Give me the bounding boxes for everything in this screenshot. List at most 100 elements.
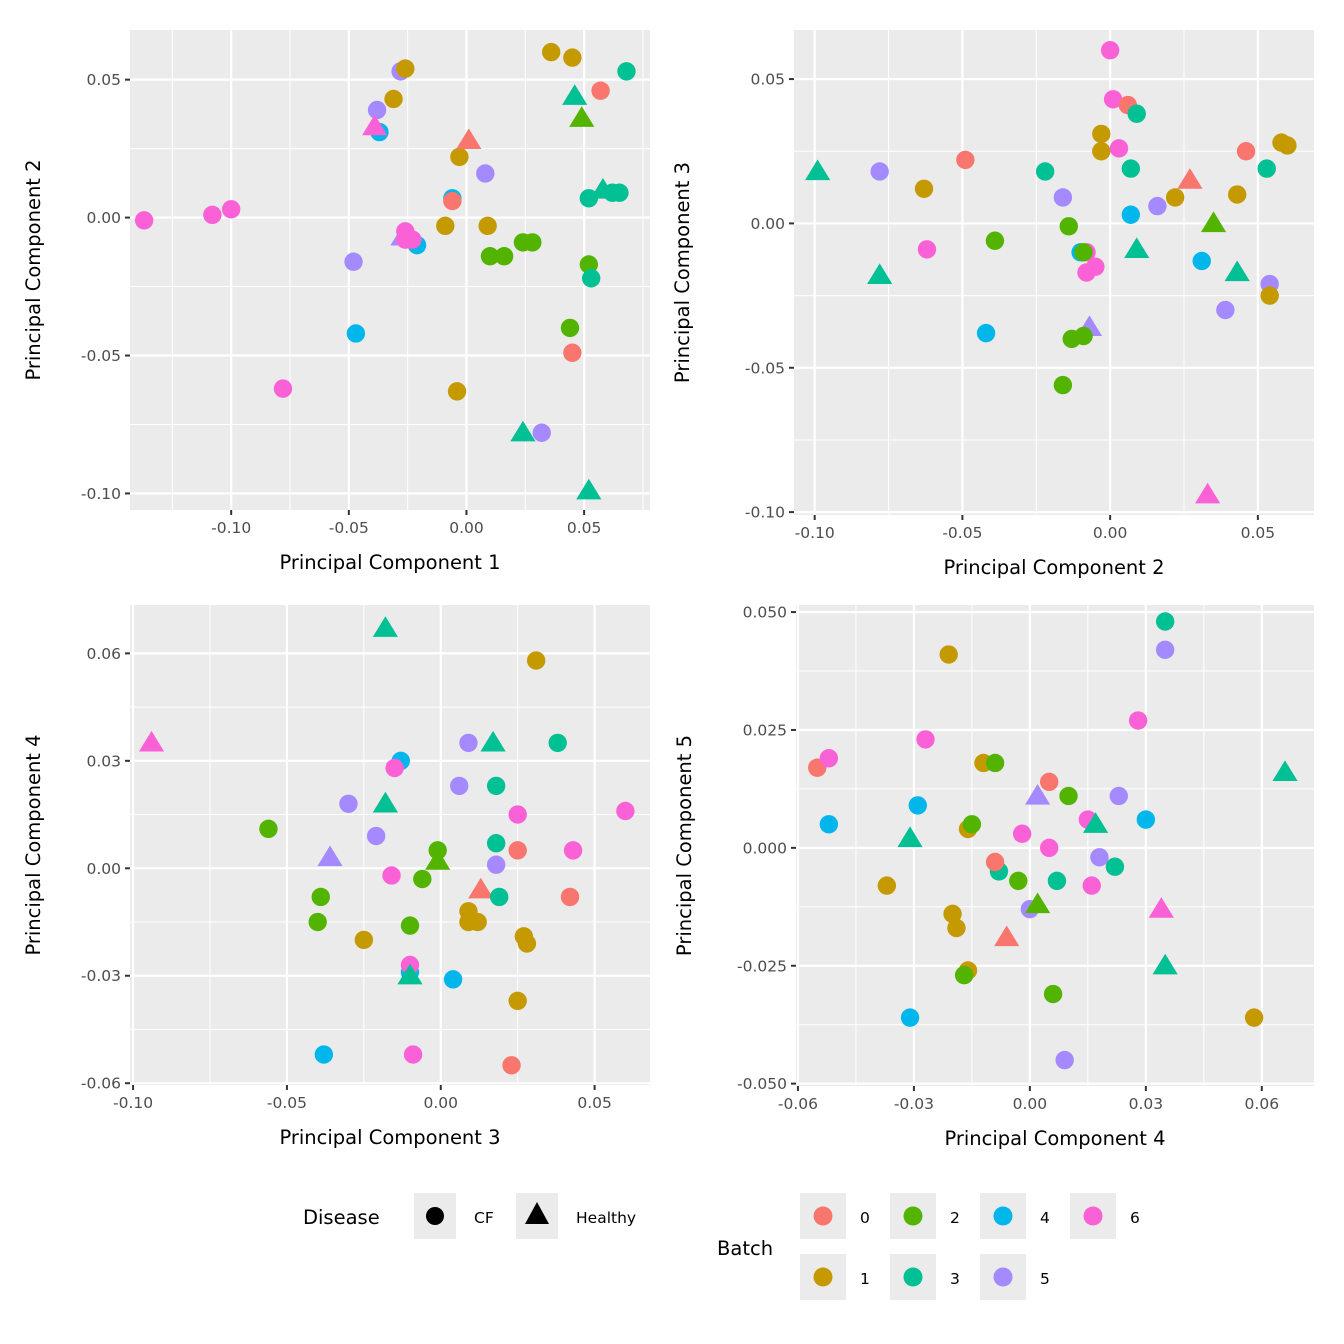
data-point-batch-3-healthy bbox=[576, 478, 602, 500]
data-point-batch-1-cf bbox=[468, 912, 487, 932]
data-point-batch-3-cf bbox=[1047, 871, 1067, 891]
y-tick-label: 0.06 bbox=[86, 645, 121, 663]
data-point-batch-6-cf bbox=[616, 801, 635, 821]
data-point-batch-6-cf bbox=[916, 730, 935, 749]
y-tick-label: -0.03 bbox=[81, 967, 121, 985]
data-point-batch-1-cf bbox=[943, 904, 962, 924]
data-point-batch-2-cf bbox=[311, 887, 330, 907]
x-tick-label: -0.03 bbox=[894, 1095, 934, 1113]
x-tick-label: -0.10 bbox=[113, 1094, 153, 1112]
data-point-batch-6-cf bbox=[1012, 824, 1032, 843]
data-point-batch-6-cf bbox=[382, 866, 401, 885]
x-axis-title: Principal Component 1 bbox=[279, 551, 500, 574]
data-point-batch-3-healthy bbox=[867, 263, 893, 285]
y-axis-title: Principal Component 5 bbox=[673, 735, 696, 956]
data-point-batch-1-cf bbox=[450, 147, 469, 167]
x-tick-label: 0.00 bbox=[1013, 1095, 1048, 1113]
y-axis-title: Principal Component 2 bbox=[22, 159, 45, 380]
y-tick-label: -0.050 bbox=[737, 1075, 787, 1093]
legend-label-cf: CF bbox=[474, 1209, 494, 1227]
data-point-batch-5-cf bbox=[476, 164, 495, 183]
data-point-batch-2-healthy bbox=[1200, 211, 1227, 233]
data-point-batch-0-healthy bbox=[994, 925, 1020, 947]
data-point-batch-6-cf bbox=[1086, 257, 1105, 276]
data-point-batch-6-cf bbox=[403, 1045, 423, 1064]
data-point-batch-6-cf bbox=[203, 205, 222, 225]
data-point-batch-5-cf bbox=[339, 794, 358, 814]
data-point-batch-6-cf bbox=[385, 758, 404, 778]
data-point-batch-1-cf bbox=[526, 651, 546, 670]
data-point-batch-5-cf bbox=[1148, 196, 1167, 216]
data-point-batch-0-cf bbox=[560, 887, 580, 907]
data-point-batch-0-cf bbox=[502, 1056, 521, 1075]
legend-label-batch-4: 4 bbox=[1040, 1209, 1050, 1227]
data-point-batch-3-healthy bbox=[480, 730, 506, 752]
data-point-batch-5-cf bbox=[1055, 1050, 1074, 1070]
data-point-batch-0-healthy bbox=[456, 128, 482, 149]
data-point-batch-1-cf bbox=[436, 216, 455, 236]
data-point-batch-5-cf bbox=[532, 423, 551, 442]
legend: Disease CF Healthy Batch 0 1 2 3 4 5 6 bbox=[303, 1193, 1140, 1300]
data-point-batch-3-cf bbox=[490, 887, 509, 907]
data-point-batch-6-healthy bbox=[138, 730, 165, 752]
x-axis-title: Principal Component 3 bbox=[279, 1126, 500, 1149]
x-tick-label: 0.05 bbox=[1241, 524, 1276, 542]
panel-1: -0.10 -0.05 0.00 0.05 0.05 0.00 -0.05 -0.10 Prin… bbox=[22, 30, 650, 574]
data-point-batch-4-cf bbox=[1121, 205, 1141, 224]
data-point-batch-2-cf bbox=[985, 231, 1005, 250]
y-axis-title: Principal Component 4 bbox=[22, 734, 45, 955]
data-point-batch-6-healthy bbox=[1195, 482, 1221, 504]
data-point-batch-6-cf bbox=[508, 805, 527, 824]
y-tick-label: 0.000 bbox=[743, 839, 787, 857]
data-point-batch-2-cf bbox=[579, 255, 599, 274]
data-point-batch-2-healthy bbox=[569, 106, 595, 127]
data-point-batch-3-cf bbox=[581, 269, 601, 288]
batch-color-swatch-icon bbox=[903, 1267, 923, 1287]
data-point-batch-6-cf bbox=[273, 379, 293, 398]
plot-background bbox=[130, 605, 650, 1085]
data-point-batch-6-healthy bbox=[362, 114, 388, 136]
data-point-batch-1-cf bbox=[877, 876, 897, 895]
data-point-batch-2-cf bbox=[494, 247, 514, 266]
data-point-batch-3-healthy bbox=[805, 159, 831, 181]
data-point-batch-2-cf bbox=[259, 819, 278, 839]
data-point-batch-2-healthy bbox=[425, 849, 451, 870]
y-tick-label: 0.025 bbox=[743, 721, 787, 739]
data-point-batch-6-cf bbox=[403, 230, 422, 249]
data-points bbox=[805, 41, 1297, 504]
data-point-batch-3-cf bbox=[1121, 159, 1141, 178]
x-tick-label: 0.00 bbox=[449, 519, 484, 537]
data-point-batch-5-cf bbox=[344, 252, 363, 271]
data-point-batch-5-cf bbox=[367, 100, 387, 120]
data-point-batch-3-healthy bbox=[510, 420, 536, 442]
data-point-batch-5-cf bbox=[1053, 188, 1073, 207]
data-point-batch-5-cf bbox=[1155, 640, 1175, 659]
panel-3: -0.10 -0.05 0.00 0.05 0.06 0.03 0.00 -0.03 -0.06… bbox=[22, 605, 650, 1149]
x-axis-title: Principal Component 2 bbox=[943, 556, 1164, 579]
data-point-batch-2-cf bbox=[1074, 326, 1093, 346]
x-tick-label: 0.06 bbox=[1245, 1095, 1280, 1113]
batch-color-swatch-icon bbox=[813, 1206, 833, 1226]
data-point-batch-5-cf bbox=[450, 776, 469, 796]
legend-label-healthy: Healthy bbox=[576, 1209, 636, 1227]
data-point-batch-1-cf bbox=[447, 382, 467, 401]
data-point-batch-2-cf bbox=[1059, 217, 1078, 236]
data-point-batch-6-cf bbox=[1040, 838, 1059, 858]
data-point-batch-1-cf bbox=[1092, 142, 1111, 161]
batch-color-swatch-icon bbox=[813, 1267, 833, 1287]
y-tick-label: 0.050 bbox=[743, 604, 787, 622]
data-point-batch-1-cf bbox=[541, 42, 561, 62]
data-point-batch-3-healthy bbox=[1152, 953, 1178, 975]
data-point-batch-0-cf bbox=[1040, 772, 1059, 792]
y-tick-label: 0.05 bbox=[750, 71, 785, 89]
data-point-batch-5-healthy bbox=[1025, 783, 1051, 805]
x-tick-label: -0.10 bbox=[211, 519, 251, 537]
data-point-batch-6-cf bbox=[917, 240, 937, 259]
batch-color-swatch-icon bbox=[993, 1267, 1013, 1287]
data-point-batch-4-cf bbox=[819, 815, 839, 834]
y-tick-label: 0.05 bbox=[86, 71, 121, 89]
data-point-batch-0-cf bbox=[443, 191, 462, 211]
data-point-batch-0-cf bbox=[956, 150, 975, 170]
data-point-batch-4-cf bbox=[314, 1045, 334, 1064]
data-point-batch-3-cf bbox=[486, 776, 506, 796]
